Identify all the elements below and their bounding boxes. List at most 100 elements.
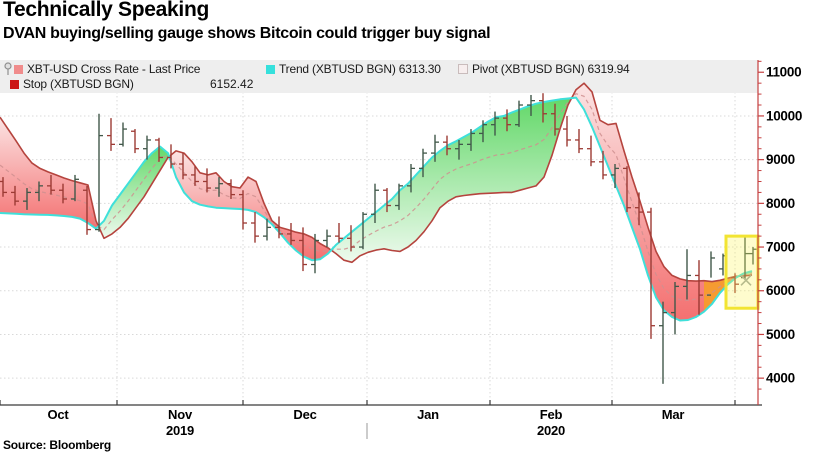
bullish-band bbox=[331, 98, 572, 263]
trend-swatch bbox=[266, 64, 275, 74]
price-bar bbox=[143, 135, 151, 160]
price-bar bbox=[575, 129, 583, 154]
x-axis-month-label: Jan bbox=[417, 407, 439, 422]
price-bar bbox=[659, 301, 667, 384]
legend-item-pivot[interactable]: Pivot (XBTUSD BGN) 6319.94 bbox=[458, 62, 630, 76]
price-bar bbox=[503, 109, 511, 132]
price-bar bbox=[203, 168, 211, 193]
price-bar bbox=[647, 207, 655, 339]
price-bar bbox=[179, 153, 187, 180]
price-bar bbox=[335, 223, 343, 243]
price-bar bbox=[119, 122, 127, 147]
price-bar bbox=[731, 273, 739, 293]
bearish-band bbox=[571, 83, 739, 321]
y-axis-label: 10000 bbox=[766, 108, 802, 123]
price-bar bbox=[83, 185, 91, 235]
x-axis-month-label: Mar bbox=[662, 407, 685, 422]
price-bar bbox=[359, 212, 367, 250]
price-bar bbox=[215, 177, 223, 197]
x-axis-month-label: Feb bbox=[540, 407, 563, 422]
stop-line bbox=[0, 82, 753, 283]
legend-label: XBT-USD Cross Rate - Last Price bbox=[27, 62, 201, 76]
page-subtitle: DVAN buying/selling gauge shows Bitcoin … bbox=[3, 25, 491, 42]
price-bar bbox=[11, 185, 19, 206]
price-bar bbox=[491, 111, 499, 136]
x-axis-month-label: Oct bbox=[47, 407, 69, 422]
price-bar bbox=[371, 183, 379, 224]
last-price-swatch bbox=[14, 64, 23, 74]
y-axis-label: 7000 bbox=[766, 240, 795, 255]
price-bar bbox=[563, 115, 571, 147]
price-bar bbox=[155, 137, 163, 162]
y-axis-label: 9000 bbox=[766, 152, 795, 167]
price-bar bbox=[107, 118, 115, 151]
price-bar bbox=[191, 166, 199, 186]
price-bar bbox=[59, 183, 67, 204]
price-bar bbox=[623, 166, 631, 213]
stop-value: 6152.42 bbox=[210, 77, 254, 91]
pivot-swatch bbox=[458, 64, 468, 74]
price-bar bbox=[455, 139, 463, 160]
price-bar bbox=[347, 225, 355, 252]
price-bar bbox=[95, 113, 103, 232]
price-bar bbox=[287, 223, 295, 245]
legend-label: Trend (XBTUSD BGN) 6313.30 bbox=[279, 62, 441, 76]
price-bar bbox=[467, 129, 475, 151]
legend-label: Pivot (XBTUSD BGN) 6319.94 bbox=[472, 62, 630, 76]
price-bar bbox=[683, 249, 691, 300]
source-credit: Source: Bloomberg bbox=[3, 438, 111, 452]
price-bar bbox=[299, 227, 307, 272]
price-bar bbox=[47, 174, 55, 195]
pin-icon[interactable] bbox=[3, 62, 13, 76]
last-price-cross-icon bbox=[740, 274, 752, 286]
price-bar bbox=[35, 181, 43, 202]
stop-swatch bbox=[10, 79, 19, 89]
price-bar bbox=[0, 177, 7, 197]
trend-line bbox=[0, 96, 753, 322]
y-axis-label: 6000 bbox=[766, 283, 795, 298]
price-bar bbox=[707, 251, 715, 296]
legend-label: Stop (XBTUSD BGN) bbox=[23, 77, 134, 91]
bullish-band bbox=[98, 146, 170, 239]
y-axis-label: 8000 bbox=[766, 196, 795, 211]
price-bar bbox=[587, 135, 595, 167]
legend-background bbox=[0, 60, 758, 93]
y-axis-label: 11000 bbox=[766, 65, 801, 80]
x-axis-year-label: 2019 bbox=[166, 423, 194, 438]
grid bbox=[0, 93, 758, 400]
bearish-band bbox=[169, 150, 332, 261]
price-bar bbox=[383, 188, 391, 213]
price-bar bbox=[251, 212, 259, 243]
price-bar bbox=[311, 233, 319, 274]
price-bars bbox=[0, 93, 757, 384]
price-bar bbox=[239, 190, 247, 230]
price-bar bbox=[323, 229, 331, 248]
price-bar bbox=[431, 134, 439, 162]
page-title: Technically Speaking bbox=[3, 0, 210, 21]
price-bar bbox=[263, 218, 271, 241]
legend-item-last-price[interactable]: XBT-USD Cross Rate - Last Price bbox=[14, 62, 200, 76]
price-bar bbox=[395, 183, 403, 210]
price-bar bbox=[551, 103, 559, 136]
price-bar bbox=[167, 144, 175, 169]
price-bar bbox=[671, 282, 679, 335]
axes: 4000 5000 6000 7000 8000 9000 10000 11000 Oct Nov… bbox=[0, 60, 802, 439]
price-bar bbox=[539, 93, 547, 123]
price-bar bbox=[131, 129, 139, 154]
x-axis-month-label: Nov bbox=[168, 407, 193, 422]
legend-item-stop[interactable]: Stop (XBTUSD BGN) bbox=[10, 77, 134, 91]
price-bar bbox=[227, 179, 235, 199]
price-bar bbox=[23, 188, 31, 210]
legend-item-trend[interactable]: Trend (XBTUSD BGN) 6313.30 bbox=[266, 62, 441, 76]
y-axis-label: 5000 bbox=[766, 327, 795, 342]
highlight-box bbox=[724, 234, 760, 310]
y-axis-label: 4000 bbox=[766, 371, 795, 386]
price-bar bbox=[695, 260, 703, 315]
price-bar bbox=[71, 174, 79, 202]
price-bar bbox=[749, 247, 757, 265]
price-bar bbox=[419, 148, 427, 178]
price-bar bbox=[407, 164, 415, 193]
price-bar bbox=[479, 120, 487, 143]
